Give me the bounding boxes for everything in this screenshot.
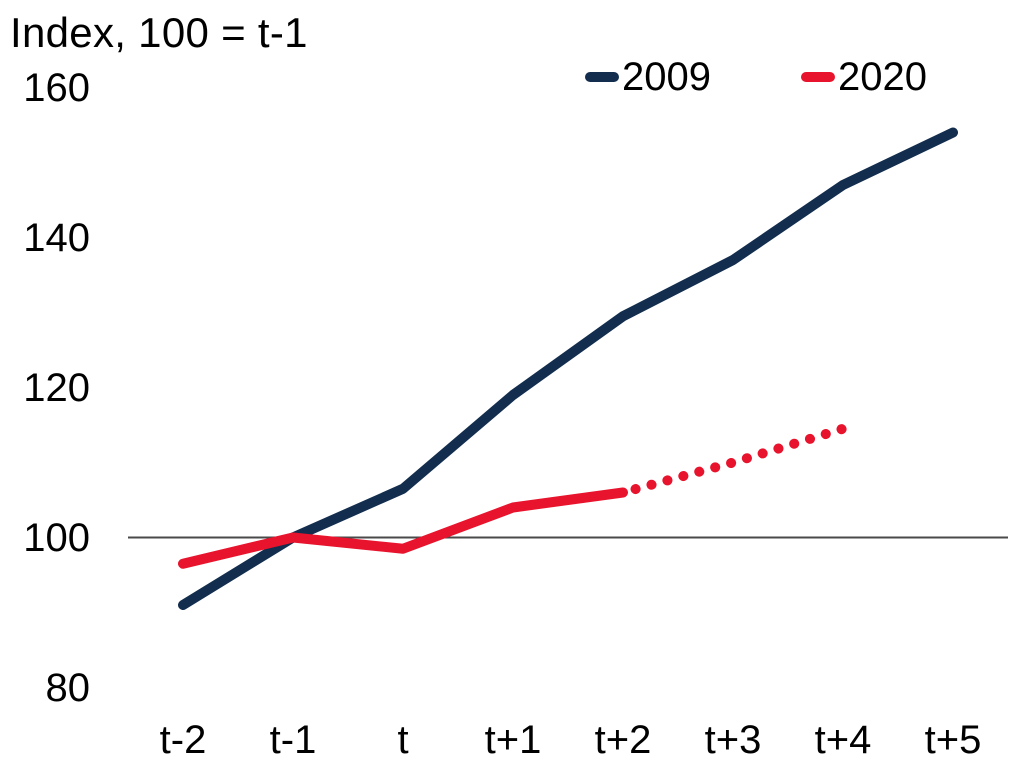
legend-swatch-2009 <box>585 72 619 82</box>
series-line-2020 <box>178 487 628 569</box>
legend-item-2020: 2020 <box>800 55 927 99</box>
legend-label-2020: 2020 <box>837 55 927 99</box>
chart-title: Index, 100 = t-1 <box>10 9 308 56</box>
series-line-2020-projection <box>618 423 848 498</box>
x-category-label: t+2 <box>594 718 652 762</box>
y-tick-label: 120 <box>23 365 90 410</box>
x-category-label: t-2 <box>159 718 207 762</box>
x-category-label: t+5 <box>924 718 982 762</box>
legend-item-2009: 2009 <box>585 55 711 99</box>
y-tick-label: 140 <box>23 215 90 260</box>
y-tick-label: 100 <box>23 515 90 560</box>
y-tick-label: 80 <box>45 665 91 710</box>
x-category-label: t+3 <box>704 718 762 762</box>
legend: 2009 2020 <box>585 55 927 99</box>
x-category-label: t+1 <box>484 718 542 762</box>
x-category-label: t+4 <box>814 718 872 762</box>
series-line-2009 <box>178 127 958 610</box>
legend-swatch-2020 <box>800 72 835 82</box>
y-tick-label: 160 <box>23 65 90 110</box>
legend-label-2009: 2009 <box>622 55 711 99</box>
x-category-label: t-1 <box>269 718 317 762</box>
x-category-label: t <box>397 718 409 762</box>
